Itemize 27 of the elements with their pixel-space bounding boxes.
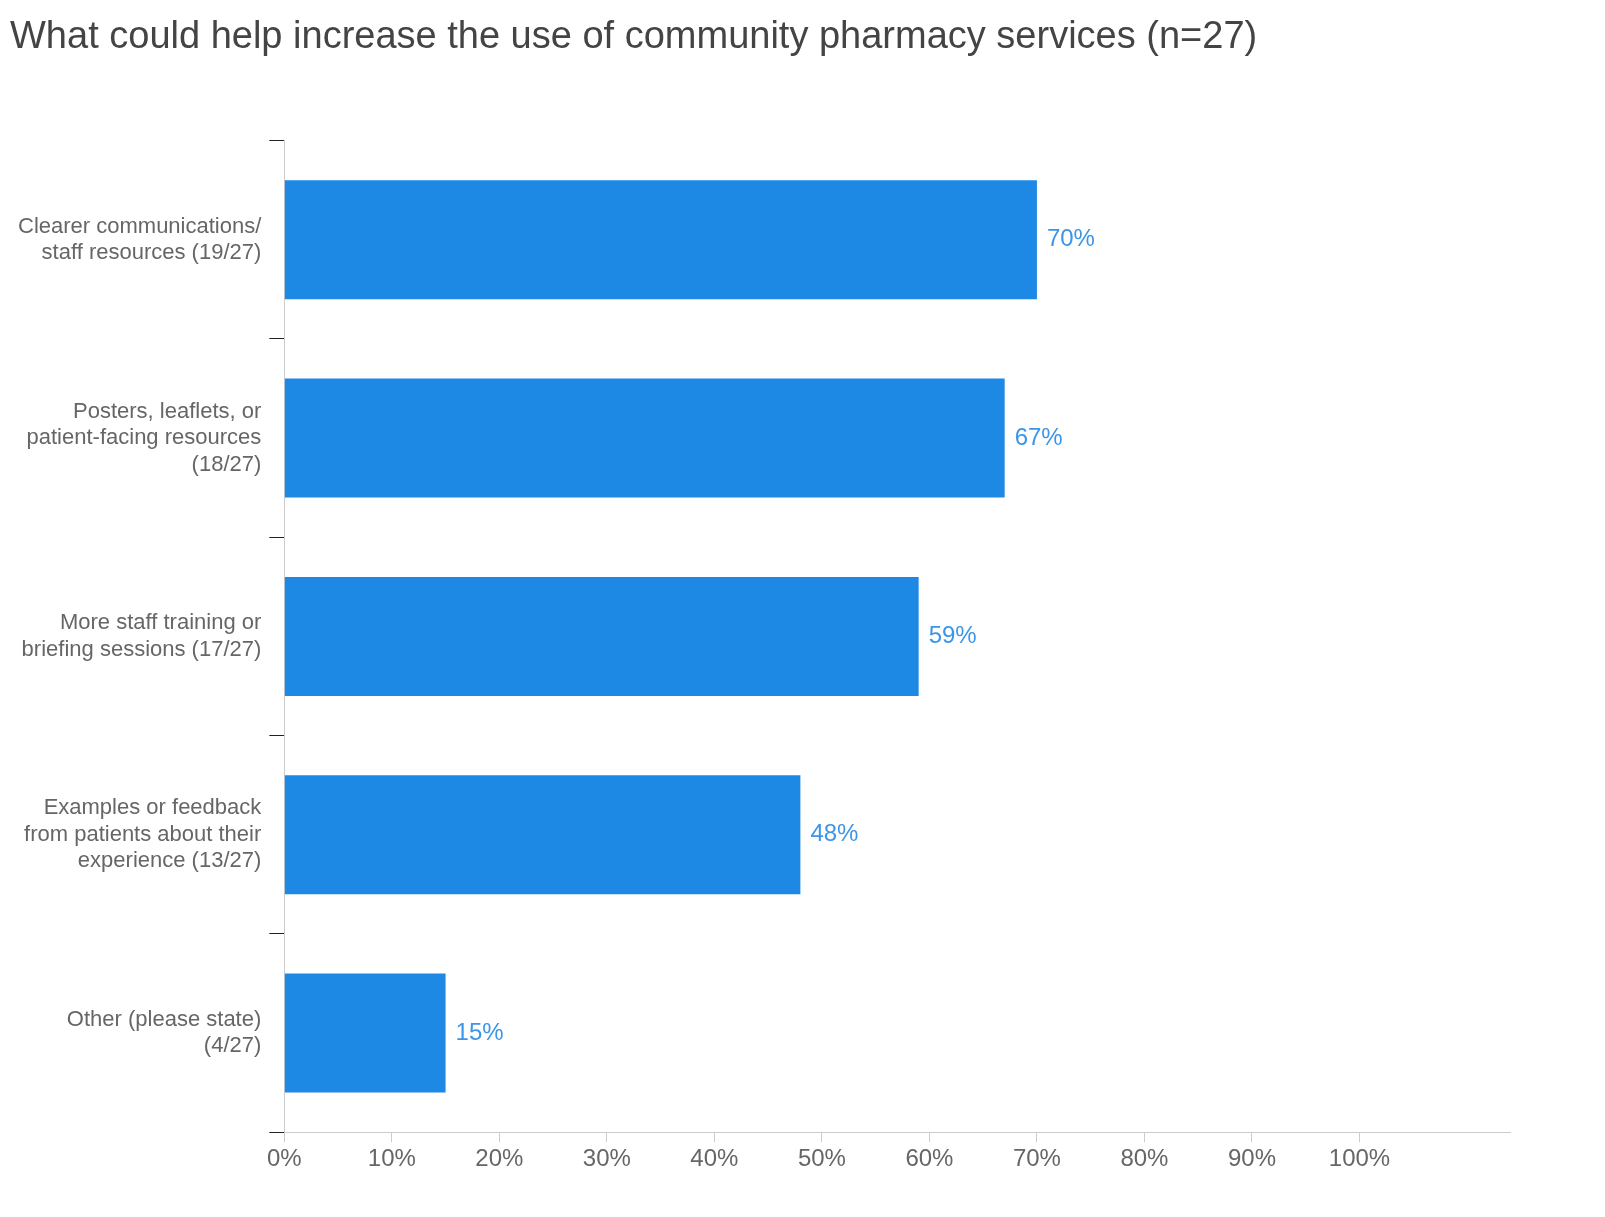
chart-title: What could help increase the use of community pharmacy services (n=27) bbox=[10, 14, 1258, 57]
bar bbox=[284, 775, 801, 895]
data-label: 70% bbox=[1046, 224, 1095, 252]
x-tick-label: 30% bbox=[582, 1144, 631, 1172]
bar bbox=[284, 378, 1005, 498]
data-label: 48% bbox=[810, 819, 859, 847]
x-tick-label: 80% bbox=[1120, 1144, 1169, 1172]
data-label: 15% bbox=[455, 1017, 504, 1045]
y-tick-label: Other (please state) (4/27) bbox=[66, 1005, 262, 1058]
bar bbox=[284, 973, 446, 1093]
y-tick-label: Examples or feedback from patients about their experience (13/27) bbox=[24, 794, 263, 873]
y-tick-label: Posters, leaflets, or patient-facing resources (18/27) bbox=[26, 397, 262, 476]
x-tick-label: 0% bbox=[266, 1144, 302, 1172]
x-tick-label: 60% bbox=[905, 1144, 954, 1172]
x-tick-label: 100% bbox=[1328, 1144, 1391, 1172]
x-tick-label: 10% bbox=[367, 1144, 416, 1172]
x-tick-label: 90% bbox=[1227, 1144, 1276, 1172]
x-tick-label: 20% bbox=[475, 1144, 524, 1172]
y-tick-label: More staff training or briefing sessions (17/27) bbox=[21, 609, 262, 661]
bar bbox=[284, 180, 1037, 300]
data-label: 67% bbox=[1014, 422, 1063, 450]
y-tick-label: Clearer communications/ staff resources (19/27) bbox=[18, 212, 263, 265]
x-tick-label: 40% bbox=[690, 1144, 739, 1172]
bar bbox=[284, 576, 919, 696]
data-label: 59% bbox=[928, 621, 977, 649]
x-tick-label: 70% bbox=[1012, 1144, 1061, 1172]
x-tick-label: 50% bbox=[797, 1144, 846, 1172]
